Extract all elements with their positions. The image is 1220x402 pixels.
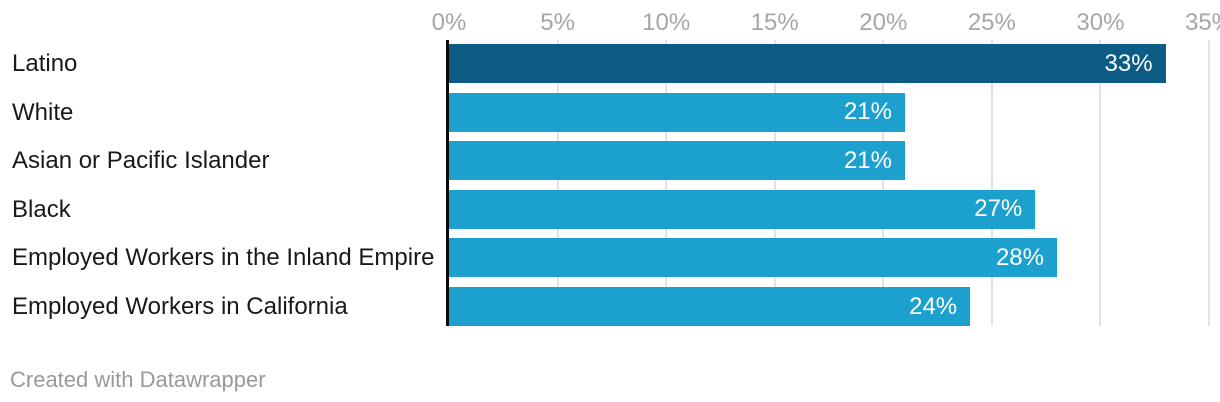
bar: 27% [449, 189, 1036, 229]
datawrapper-credit-link[interactable]: Created with Datawrapper [10, 367, 266, 392]
bar-value-label: 21% [843, 146, 892, 174]
bar-value-label: 27% [974, 195, 1023, 223]
gridline [1208, 40, 1210, 326]
category-label: Employed Workers in California [12, 293, 348, 320]
bar: 21% [449, 141, 905, 181]
bar: 21% [449, 92, 905, 132]
x-axis-tick-label: 25% [967, 9, 1016, 36]
axis-zero-line [446, 40, 449, 326]
category-label: Asian or Pacific Islander [12, 147, 270, 175]
bar-value-label: 33% [1104, 49, 1153, 77]
category-label: Latino [12, 50, 78, 77]
bar-value-label: 24% [909, 292, 958, 320]
x-axis-tick-label: 30% [1076, 9, 1125, 36]
x-axis-tick-label: 0% [431, 9, 467, 36]
gridline [1099, 40, 1102, 326]
bar-value-label: 21% [843, 98, 892, 126]
gridline [556, 40, 559, 326]
x-axis-tick-label: 35% [1184, 9, 1220, 36]
x-axis-tick-label: 20% [859, 9, 908, 36]
bar-value-label: 28% [995, 243, 1044, 271]
category-label: Black [12, 195, 71, 223]
category-label: White [12, 98, 74, 126]
gridline [882, 40, 885, 326]
category-label: Employed Workers in the Inland Empire [12, 244, 435, 272]
gridline [990, 40, 993, 326]
x-axis-tick-label: 5% [540, 9, 575, 36]
x-axis-tick-label: 10% [642, 9, 691, 36]
x-axis-tick-label: 15% [750, 9, 799, 36]
bar: 33% [449, 44, 1166, 83]
bar: 28% [449, 238, 1057, 278]
gridline [773, 40, 776, 326]
gridline [665, 40, 668, 326]
bar: 24% [449, 287, 971, 326]
